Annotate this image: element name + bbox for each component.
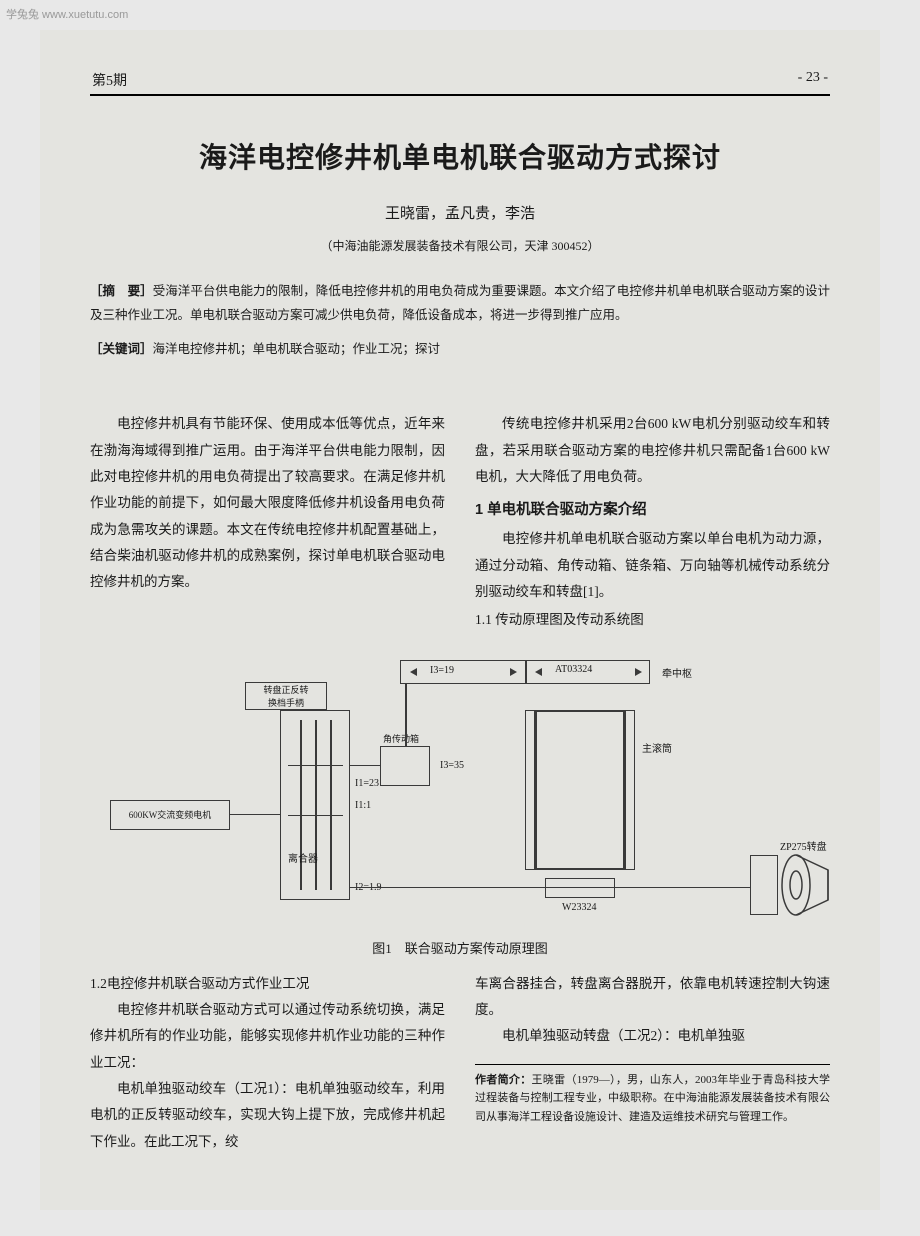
bottom-label: W23324 — [562, 902, 596, 913]
column-right-2: 车离合器挂合，转盘离合器脱开，依靠电机转速控制大钩速度。 电机单独驱动转盘（工况… — [475, 971, 830, 1155]
drum-flange-l — [525, 710, 535, 870]
drum-flange-r — [625, 710, 635, 870]
page: 第5期 - 23 - 海洋电控修井机单电机联合驱动方式探讨 王晓雷，孟凡贵，李浩… — [40, 30, 880, 1210]
ratio-2: I3=35 — [440, 760, 464, 771]
intro-right-p1: 传统电控修井机采用2台600 kW电机分别驱动绞车和转盘，若采用联合驱动方案的电… — [475, 411, 830, 490]
abstract-text: 受海洋平台供电能力的限制，降低电控修井机的用电负荷成为重要课题。本文介绍了电控修… — [90, 284, 830, 322]
abstract-label: ［摘 要］ — [90, 284, 153, 298]
left2-p1: 电控修井机联合驱动方式可以通过传动系统切换，满足修井机所有的作业功能，能够实现修… — [90, 997, 445, 1076]
top-label: AT03324 — [555, 664, 592, 675]
right2-p1: 车离合器挂合，转盘离合器脱开，依靠电机转速控制大钩速度。 — [475, 971, 830, 1024]
anglebox-label: 角传动箱 — [383, 732, 419, 745]
clutch-label: 离合器 — [288, 850, 318, 865]
drum — [535, 710, 625, 870]
section-1-p1: 电控修井机单电机联合驱动方案以单台电机为动力源，通过分动箱、角传动箱、链条箱、万… — [475, 526, 830, 605]
column-right-1: 传统电控修井机采用2台600 kW电机分别驱动绞车和转盘，若采用联合驱动方案的电… — [475, 411, 830, 633]
body-columns-1: 电控修井机具有节能环保、使用成本低等优点，近年来在渤海海域得到推广运用。由于海洋… — [90, 411, 830, 633]
figure-1-diagram: 600KW交流变频电机 转盘正反转 换档手柄 离合器 角传动箱 I3=35 I1… — [90, 650, 830, 930]
right2-p2: 电机单独驱动转盘（工况2）：电机单独驱 — [475, 1023, 830, 1049]
column-left-1: 电控修井机具有节能环保、使用成本低等优点，近年来在渤海海域得到推广运用。由于海洋… — [90, 411, 445, 633]
ratio-3: I1=23 — [355, 778, 379, 789]
header-rule — [90, 94, 830, 96]
issue-number: 第5期 — [92, 70, 127, 90]
column-left-2: 1.2电控修井机联合驱动方式作业工况 电控修井机联合驱动方式可以通过传动系统切换… — [90, 971, 445, 1155]
ratio-1: I3=19 — [430, 665, 454, 676]
keywords-text: 海洋电控修井机；单电机联合驱动；作业工况；探讨 — [153, 342, 441, 356]
abstract: ［摘 要］受海洋平台供电能力的限制，降低电控修井机的用电负荷成为重要课题。本文介… — [90, 280, 830, 328]
page-number: - 23 - — [798, 70, 828, 90]
article-title: 海洋电控修井机单电机联合驱动方式探讨 — [90, 136, 830, 176]
watermark: 学兔兔 www.xuetutu.com — [6, 6, 128, 22]
anglebox — [380, 746, 430, 786]
author-bio: 作者简介：王晓雷（1979—），男，山东人，2003年毕业于青岛科技大学过程装备… — [475, 1064, 830, 1127]
section-1-heading: 1 单电机联合驱动方案介绍 — [475, 496, 830, 524]
section-1-2-heading: 1.2电控修井机联合驱动方式作业工况 — [90, 971, 445, 997]
lever-callout: 转盘正反转 换档手柄 — [245, 682, 327, 710]
page-header: 第5期 - 23 - — [90, 70, 830, 90]
ratio-4: I1:1 — [355, 800, 371, 811]
topright-label: 牵中枢 — [662, 665, 692, 680]
keywords: ［关键词］海洋电控修井机；单电机联合驱动；作业工况；探讨 — [90, 338, 830, 362]
affiliation: （中海油能源发展装备技术有限公司，天津 300452） — [90, 237, 830, 254]
section-1-1-heading: 1.1 传动原理图及传动系统图 — [475, 607, 830, 633]
rotary-label: ZP275转盘 — [780, 838, 827, 853]
bottom-shaft — [350, 887, 750, 889]
figure-1-caption: 图1 联合驱动方案传动原理图 — [90, 938, 830, 957]
figure-1: 600KW交流变频电机 转盘正反转 换档手柄 离合器 角传动箱 I3=35 I1… — [90, 650, 830, 957]
rotary-icon — [778, 850, 838, 920]
authors: 王晓雷，孟凡贵，李浩 — [90, 202, 830, 223]
rotary-coupling — [750, 855, 778, 915]
keywords-label: ［关键词］ — [90, 342, 153, 356]
shaft-1 — [230, 814, 280, 816]
author-bio-label: 作者简介： — [475, 1074, 532, 1086]
motor-box: 600KW交流变频电机 — [110, 800, 230, 830]
left2-p2: 电机单独驱动绞车（工况1）：电机单独驱动绞车，利用电机的正反转驱动绞车，实现大钩… — [90, 1076, 445, 1155]
drum-label: 主滚筒 — [642, 740, 672, 755]
intro-paragraph: 电控修井机具有节能环保、使用成本低等优点，近年来在渤海海域得到推广运用。由于海洋… — [90, 411, 445, 595]
body-columns-2: 1.2电控修井机联合驱动方式作业工况 电控修井机联合驱动方式可以通过传动系统切换… — [90, 971, 830, 1155]
section-1-p1-text: 电控修井机单电机联合驱动方案以单台电机为动力源，通过分动箱、角传动箱、链条箱、万… — [475, 531, 830, 599]
